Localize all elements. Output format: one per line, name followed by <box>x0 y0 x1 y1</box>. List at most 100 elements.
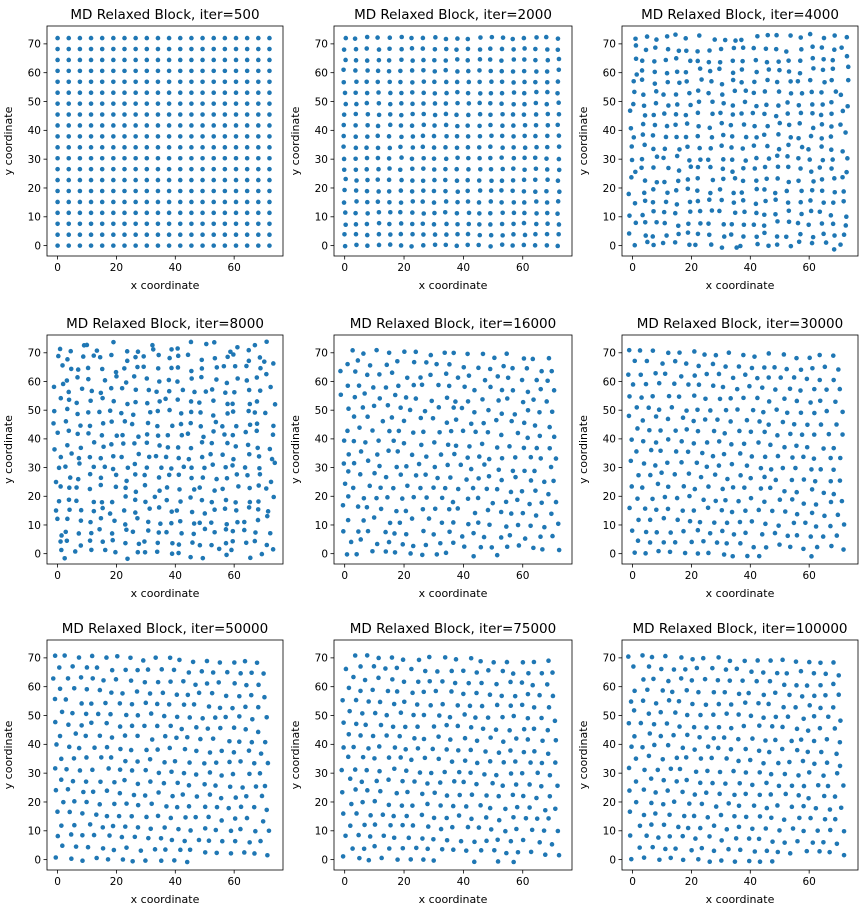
data-point <box>806 147 811 152</box>
data-point <box>121 441 126 446</box>
data-point <box>465 188 471 194</box>
data-point <box>391 438 397 444</box>
data-point <box>384 712 390 718</box>
data-point <box>459 534 465 539</box>
plot-frame <box>333 25 573 257</box>
data-point <box>230 528 236 534</box>
data-point <box>189 155 194 161</box>
data-point <box>257 388 263 393</box>
data-point <box>726 801 732 806</box>
data-point <box>122 145 127 150</box>
data-point <box>519 680 525 685</box>
data-point <box>651 721 657 727</box>
data-point <box>728 702 734 707</box>
data-point <box>130 412 136 418</box>
data-point <box>52 696 58 702</box>
data-point <box>479 680 484 686</box>
data-point <box>551 478 556 484</box>
data-point <box>52 653 58 659</box>
data-point <box>451 847 456 853</box>
data-point <box>420 221 426 227</box>
data-point <box>820 534 826 539</box>
data-point <box>510 468 516 474</box>
data-point <box>66 123 72 128</box>
data-point <box>65 442 70 448</box>
data-point <box>659 470 664 476</box>
data-point <box>674 755 680 761</box>
data-point <box>100 825 106 830</box>
data-point <box>386 802 392 808</box>
data-point <box>262 694 267 700</box>
data-point <box>730 70 736 76</box>
data-point <box>177 79 183 85</box>
data-point <box>74 400 79 406</box>
data-point <box>537 692 542 698</box>
data-point <box>156 475 162 480</box>
data-point <box>68 832 74 837</box>
data-point <box>371 515 377 520</box>
data-point <box>797 121 803 126</box>
data-point <box>87 538 93 543</box>
data-point <box>353 369 358 374</box>
data-point <box>720 166 726 172</box>
data-point <box>399 46 404 52</box>
data-point <box>799 188 804 194</box>
y-tick-label: 50 <box>603 710 616 722</box>
data-point <box>547 793 553 799</box>
data-point <box>341 529 346 534</box>
data-point <box>717 187 723 192</box>
data-point <box>829 124 834 129</box>
data-point <box>399 134 404 140</box>
data-point <box>233 112 239 117</box>
data-point <box>210 462 216 467</box>
data-point <box>244 378 250 383</box>
data-point <box>629 175 634 180</box>
data-point <box>386 177 392 183</box>
data-point <box>341 47 347 52</box>
data-point <box>55 101 60 106</box>
data-point <box>762 499 767 505</box>
data-point <box>679 655 684 660</box>
data-point <box>122 101 127 106</box>
data-point <box>256 68 261 74</box>
data-point <box>437 780 443 785</box>
data-point <box>398 68 403 74</box>
data-point <box>353 222 359 227</box>
data-point <box>821 231 826 237</box>
data-point <box>650 394 655 399</box>
data-point <box>58 395 64 401</box>
data-point <box>122 57 127 63</box>
data-point <box>399 496 405 501</box>
data-point <box>794 726 800 732</box>
data-point <box>364 221 370 227</box>
data-point <box>186 804 192 809</box>
data-point <box>226 805 232 811</box>
data-point <box>88 199 94 205</box>
data-point <box>129 814 135 819</box>
data-point <box>685 732 690 738</box>
x-tick-label: 0 <box>54 570 61 582</box>
data-point <box>428 703 433 708</box>
data-point <box>738 541 743 546</box>
y-tick-label: 70 <box>315 348 328 360</box>
data-point <box>147 506 152 511</box>
data-point <box>741 166 746 171</box>
data-point <box>153 453 159 459</box>
data-point <box>679 460 684 465</box>
data-point <box>761 409 766 415</box>
data-point <box>146 387 152 393</box>
data-point <box>706 232 712 238</box>
data-point <box>478 803 483 808</box>
data-point <box>488 244 493 249</box>
data-point <box>249 739 255 745</box>
data-point <box>353 123 358 128</box>
data-point <box>119 410 124 416</box>
data-point <box>486 456 492 462</box>
data-point <box>197 400 202 405</box>
data-point <box>233 134 239 139</box>
data-point <box>365 788 370 793</box>
data-point <box>164 485 170 490</box>
data-point <box>784 410 790 416</box>
data-point <box>211 145 217 150</box>
data-point <box>247 485 252 491</box>
